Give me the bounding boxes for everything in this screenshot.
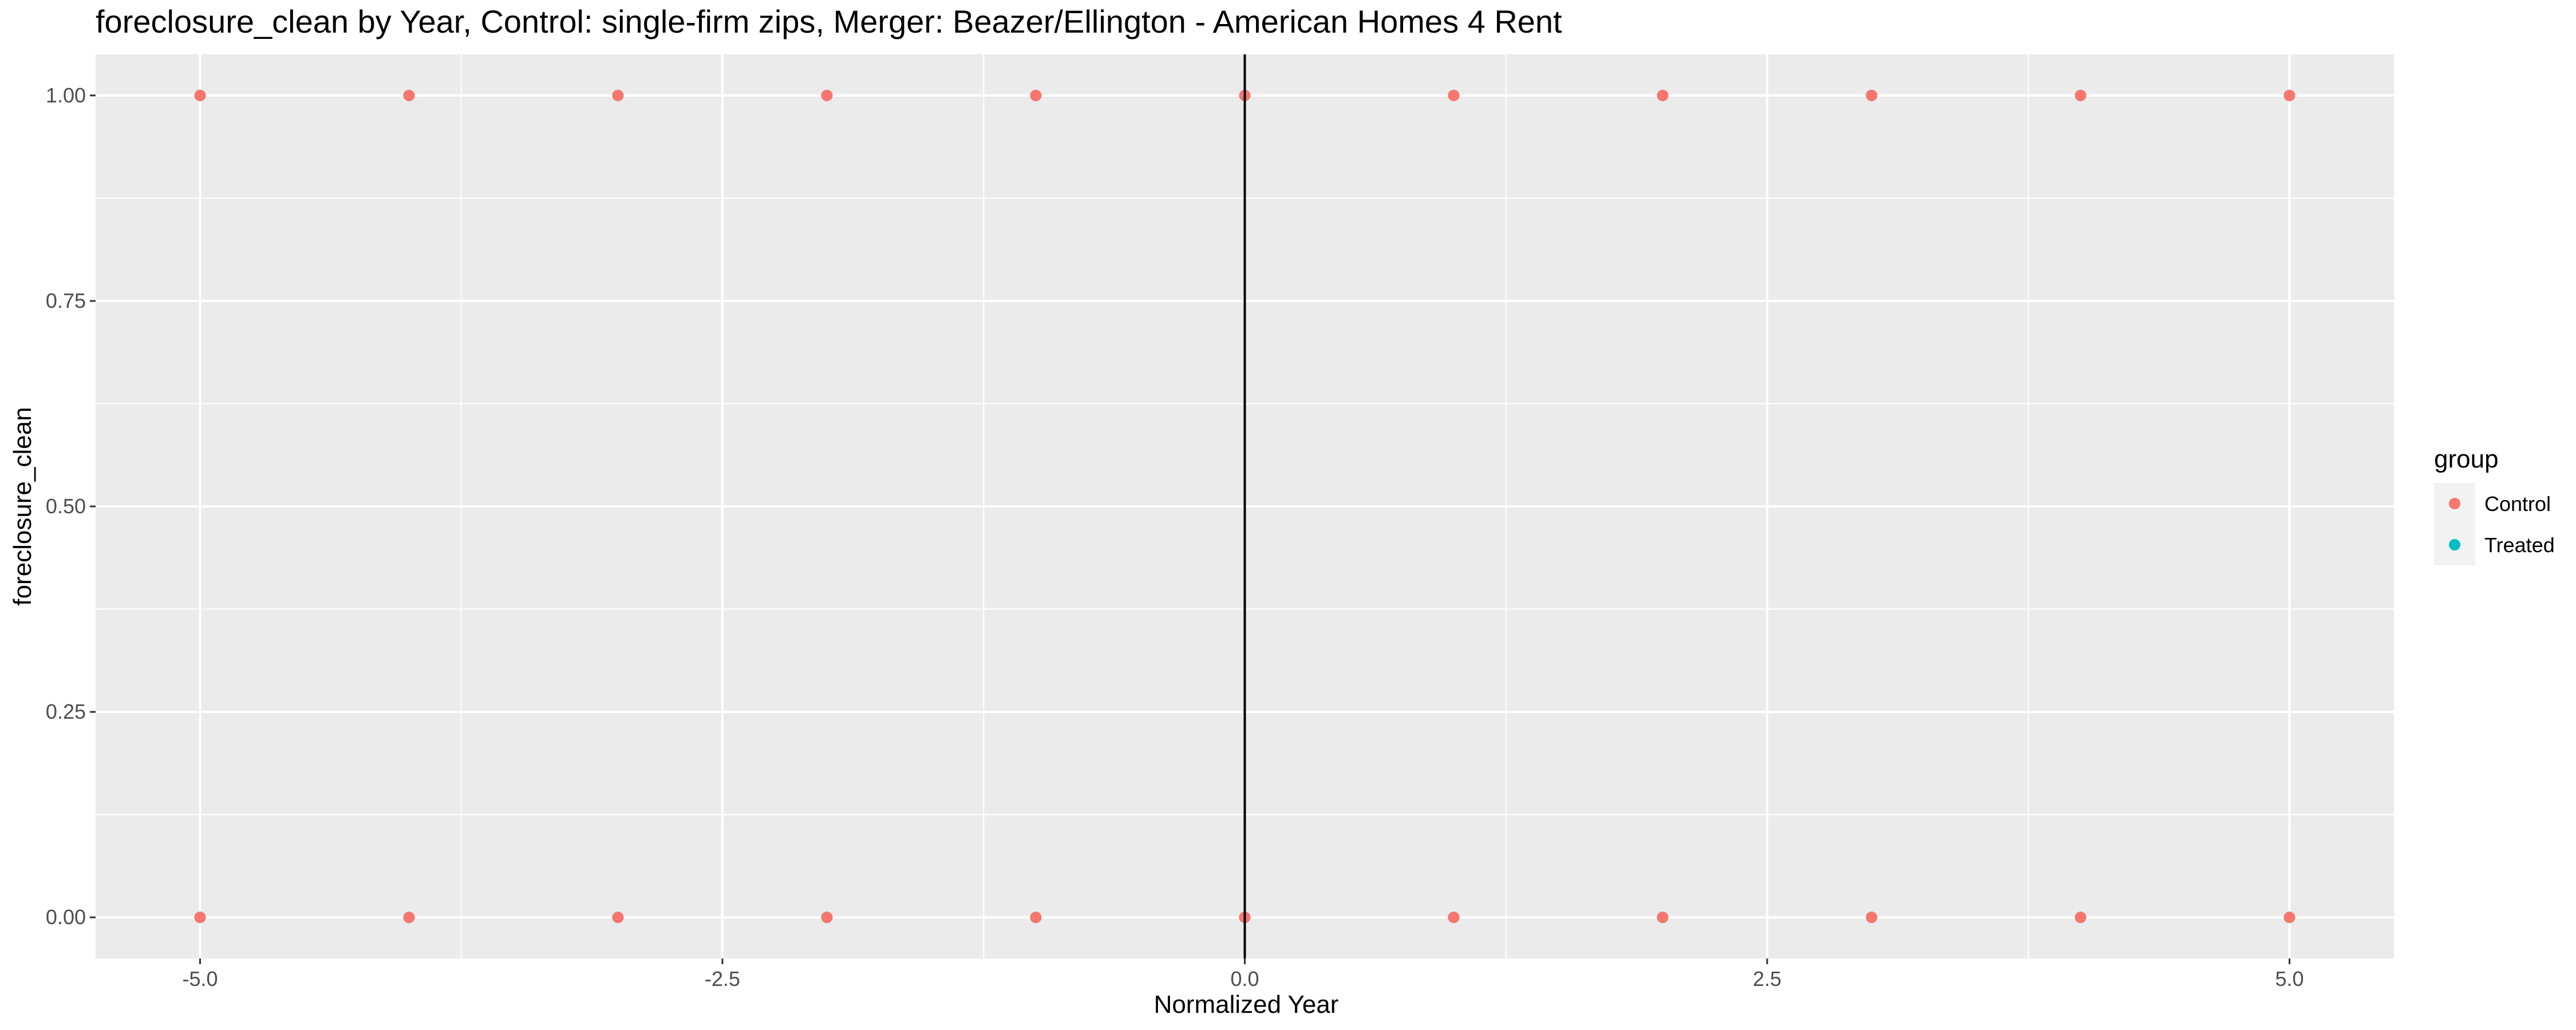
- x-tick-label: -2.5: [705, 967, 740, 991]
- point-control: [821, 912, 833, 924]
- legend: group Control Treated: [2434, 445, 2555, 565]
- point-control: [2075, 89, 2087, 101]
- point-control: [403, 912, 415, 924]
- point-control: [1030, 912, 1042, 924]
- y-tick-label: 1.00: [46, 84, 86, 107]
- legend-key-treated: [2449, 539, 2460, 550]
- point-control: [821, 89, 833, 101]
- y-tick-label: 0.00: [46, 905, 86, 929]
- legend-label-control: Control: [2484, 492, 2551, 516]
- point-control: [2283, 912, 2296, 924]
- point-control: [2075, 912, 2087, 924]
- point-control: [1657, 89, 1669, 101]
- y-axis-title: foreclosure_clean: [9, 407, 37, 605]
- point-control: [194, 89, 206, 101]
- point-control: [194, 912, 206, 924]
- y-tick-label: 0.50: [46, 494, 86, 518]
- y-tick-label: 0.25: [46, 700, 86, 723]
- y-tick-label: 0.75: [46, 289, 86, 312]
- x-axis-title: Normalized Year: [1154, 991, 1339, 1019]
- legend-label-treated: Treated: [2484, 533, 2555, 557]
- x-tick-label: 5.0: [2275, 967, 2304, 991]
- y-axis: 0.00 0.25 0.50 0.75 1.00: [46, 84, 96, 929]
- x-axis: -5.0 -2.5 0.0 2.5 5.0: [182, 958, 2304, 991]
- point-control: [1657, 912, 1669, 924]
- point-control: [1030, 89, 1042, 101]
- point-control: [612, 89, 624, 101]
- x-tick-label: 0.0: [1230, 967, 1259, 991]
- point-control: [2283, 89, 2296, 101]
- legend-title: group: [2434, 445, 2499, 473]
- chart-title: foreclosure_clean by Year, Control: sing…: [96, 3, 1562, 39]
- point-control: [1448, 912, 1460, 924]
- point-control: [1866, 89, 1878, 101]
- x-tick-label: -5.0: [182, 967, 218, 991]
- point-control: [1866, 912, 1878, 924]
- point-control: [403, 89, 415, 101]
- legend-key-control: [2449, 498, 2460, 509]
- point-control: [1448, 89, 1460, 101]
- point-control: [612, 912, 624, 924]
- points-layer: [194, 89, 2296, 924]
- x-tick-label: 2.5: [1753, 967, 1781, 991]
